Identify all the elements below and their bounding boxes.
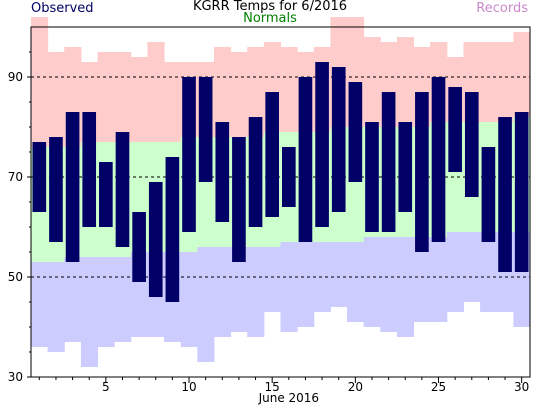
observed-bar-day-24 xyxy=(415,92,429,252)
record-high-band-day-21 xyxy=(363,37,381,127)
observed-bar-day-18 xyxy=(315,62,329,227)
observed-bar-day-13 xyxy=(232,137,246,262)
observed-bar-day-14 xyxy=(248,117,263,227)
observed-bar-day-28 xyxy=(481,147,496,242)
observed-bar-day-11 xyxy=(198,77,213,182)
y-tick-label-30: 30 xyxy=(8,370,23,384)
observed-bar-day-22 xyxy=(381,92,396,232)
record-low-band-day-23 xyxy=(396,237,415,337)
record-low-band-day-19 xyxy=(330,242,348,307)
observed-bar-day-3 xyxy=(65,112,80,262)
record-low-band-day-26 xyxy=(446,232,464,312)
chart-title: KGRR Temps for 6/2016 xyxy=(192,0,348,14)
observed-bar-day-25 xyxy=(431,77,446,242)
record-low-band-day-28 xyxy=(480,232,498,312)
observed-bar-day-27 xyxy=(464,92,479,197)
axes-layer: 30 50 70 90 5 10 15 20 25 30 xyxy=(8,51,529,394)
observed-bar-day-23 xyxy=(398,122,413,212)
observed-bar-day-6 xyxy=(115,132,130,247)
x-tick-label-5: 5 xyxy=(102,380,110,394)
legend-normals: Normals xyxy=(243,11,297,26)
record-low-band-day-5 xyxy=(97,257,115,347)
x-tick-label-25: 25 xyxy=(431,380,446,394)
observed-bar-day-15 xyxy=(265,92,280,217)
record-low-band-day-27 xyxy=(463,232,481,302)
observed-bar-day-4 xyxy=(82,112,97,227)
x-tick-label-20: 20 xyxy=(348,380,363,394)
record-low-band-day-22 xyxy=(380,237,398,332)
x-tick-label-15: 15 xyxy=(265,380,280,394)
record-high-band-day-1 xyxy=(31,17,49,147)
record-low-band-day-2 xyxy=(47,262,65,352)
observed-bar-day-7 xyxy=(132,212,146,282)
observed-bar-day-8 xyxy=(148,182,163,297)
legend-observed: Observed xyxy=(31,1,94,16)
observed-bar-day-20 xyxy=(348,82,363,182)
record-high-band-day-28 xyxy=(480,42,498,122)
x-axis-label: June 2016 xyxy=(258,391,320,405)
record-low-band-day-15 xyxy=(263,247,281,312)
observed-bar-day-12 xyxy=(215,122,230,222)
observed-bar-day-9 xyxy=(165,157,180,302)
y-tick-label-50: 50 xyxy=(8,270,23,284)
record-low-band-day-17 xyxy=(297,242,315,327)
record-low-band-day-18 xyxy=(313,242,331,312)
record-high-band-day-14 xyxy=(247,47,265,137)
x-tick-label-10: 10 xyxy=(181,380,196,394)
record-high-band-day-5 xyxy=(97,52,115,142)
record-low-band-day-13 xyxy=(230,247,248,332)
record-low-band-day-6 xyxy=(114,257,132,342)
record-low-band-day-1 xyxy=(31,262,49,347)
observed-bar-day-17 xyxy=(298,77,313,242)
y-tick-label-70: 70 xyxy=(8,170,23,184)
observed-bar-day-10 xyxy=(182,77,196,232)
record-low-band-day-3 xyxy=(64,257,82,342)
record-low-band-day-24 xyxy=(413,237,431,322)
record-low-band-day-16 xyxy=(280,242,298,332)
observed-bar-day-30 xyxy=(514,112,529,272)
record-low-band-day-4 xyxy=(80,257,99,367)
record-high-band-day-16 xyxy=(280,47,298,132)
record-low-band-day-14 xyxy=(247,247,265,337)
record-high-band-day-30 xyxy=(513,32,531,117)
record-high-band-day-29 xyxy=(496,42,514,122)
observed-bar-day-26 xyxy=(448,87,462,172)
observed-bar-day-5 xyxy=(99,162,113,227)
record-low-band-day-11 xyxy=(197,247,215,362)
record-high-band-day-23 xyxy=(396,37,415,127)
observed-bar-day-1 xyxy=(32,142,47,212)
record-low-band-day-12 xyxy=(213,247,232,337)
record-high-band-day-13 xyxy=(230,52,248,137)
observed-bar-day-19 xyxy=(331,67,346,212)
record-low-band-day-21 xyxy=(363,237,381,327)
record-high-band-day-2 xyxy=(47,52,65,147)
grid-layer xyxy=(31,76,530,278)
record-low-band-day-25 xyxy=(430,237,448,322)
legend-records: Records xyxy=(476,1,528,16)
record-high-band-day-8 xyxy=(147,42,165,142)
observed-bar-day-16 xyxy=(281,147,296,207)
record-low-band-day-10 xyxy=(180,252,198,347)
observed-bar-day-2 xyxy=(49,137,63,242)
record-high-band-day-12 xyxy=(213,47,232,137)
observed-bar-day-29 xyxy=(498,117,512,272)
record-low-band-day-20 xyxy=(347,242,365,322)
record-high-band-day-7 xyxy=(130,57,148,142)
y-tick-label-90: 90 xyxy=(8,70,23,84)
x-tick-label-30: 30 xyxy=(514,380,529,394)
record-high-band-day-9 xyxy=(164,62,182,142)
record-high-band-day-6 xyxy=(114,52,132,142)
observed-bars-layer xyxy=(32,62,529,302)
observed-bar-day-21 xyxy=(365,122,379,232)
